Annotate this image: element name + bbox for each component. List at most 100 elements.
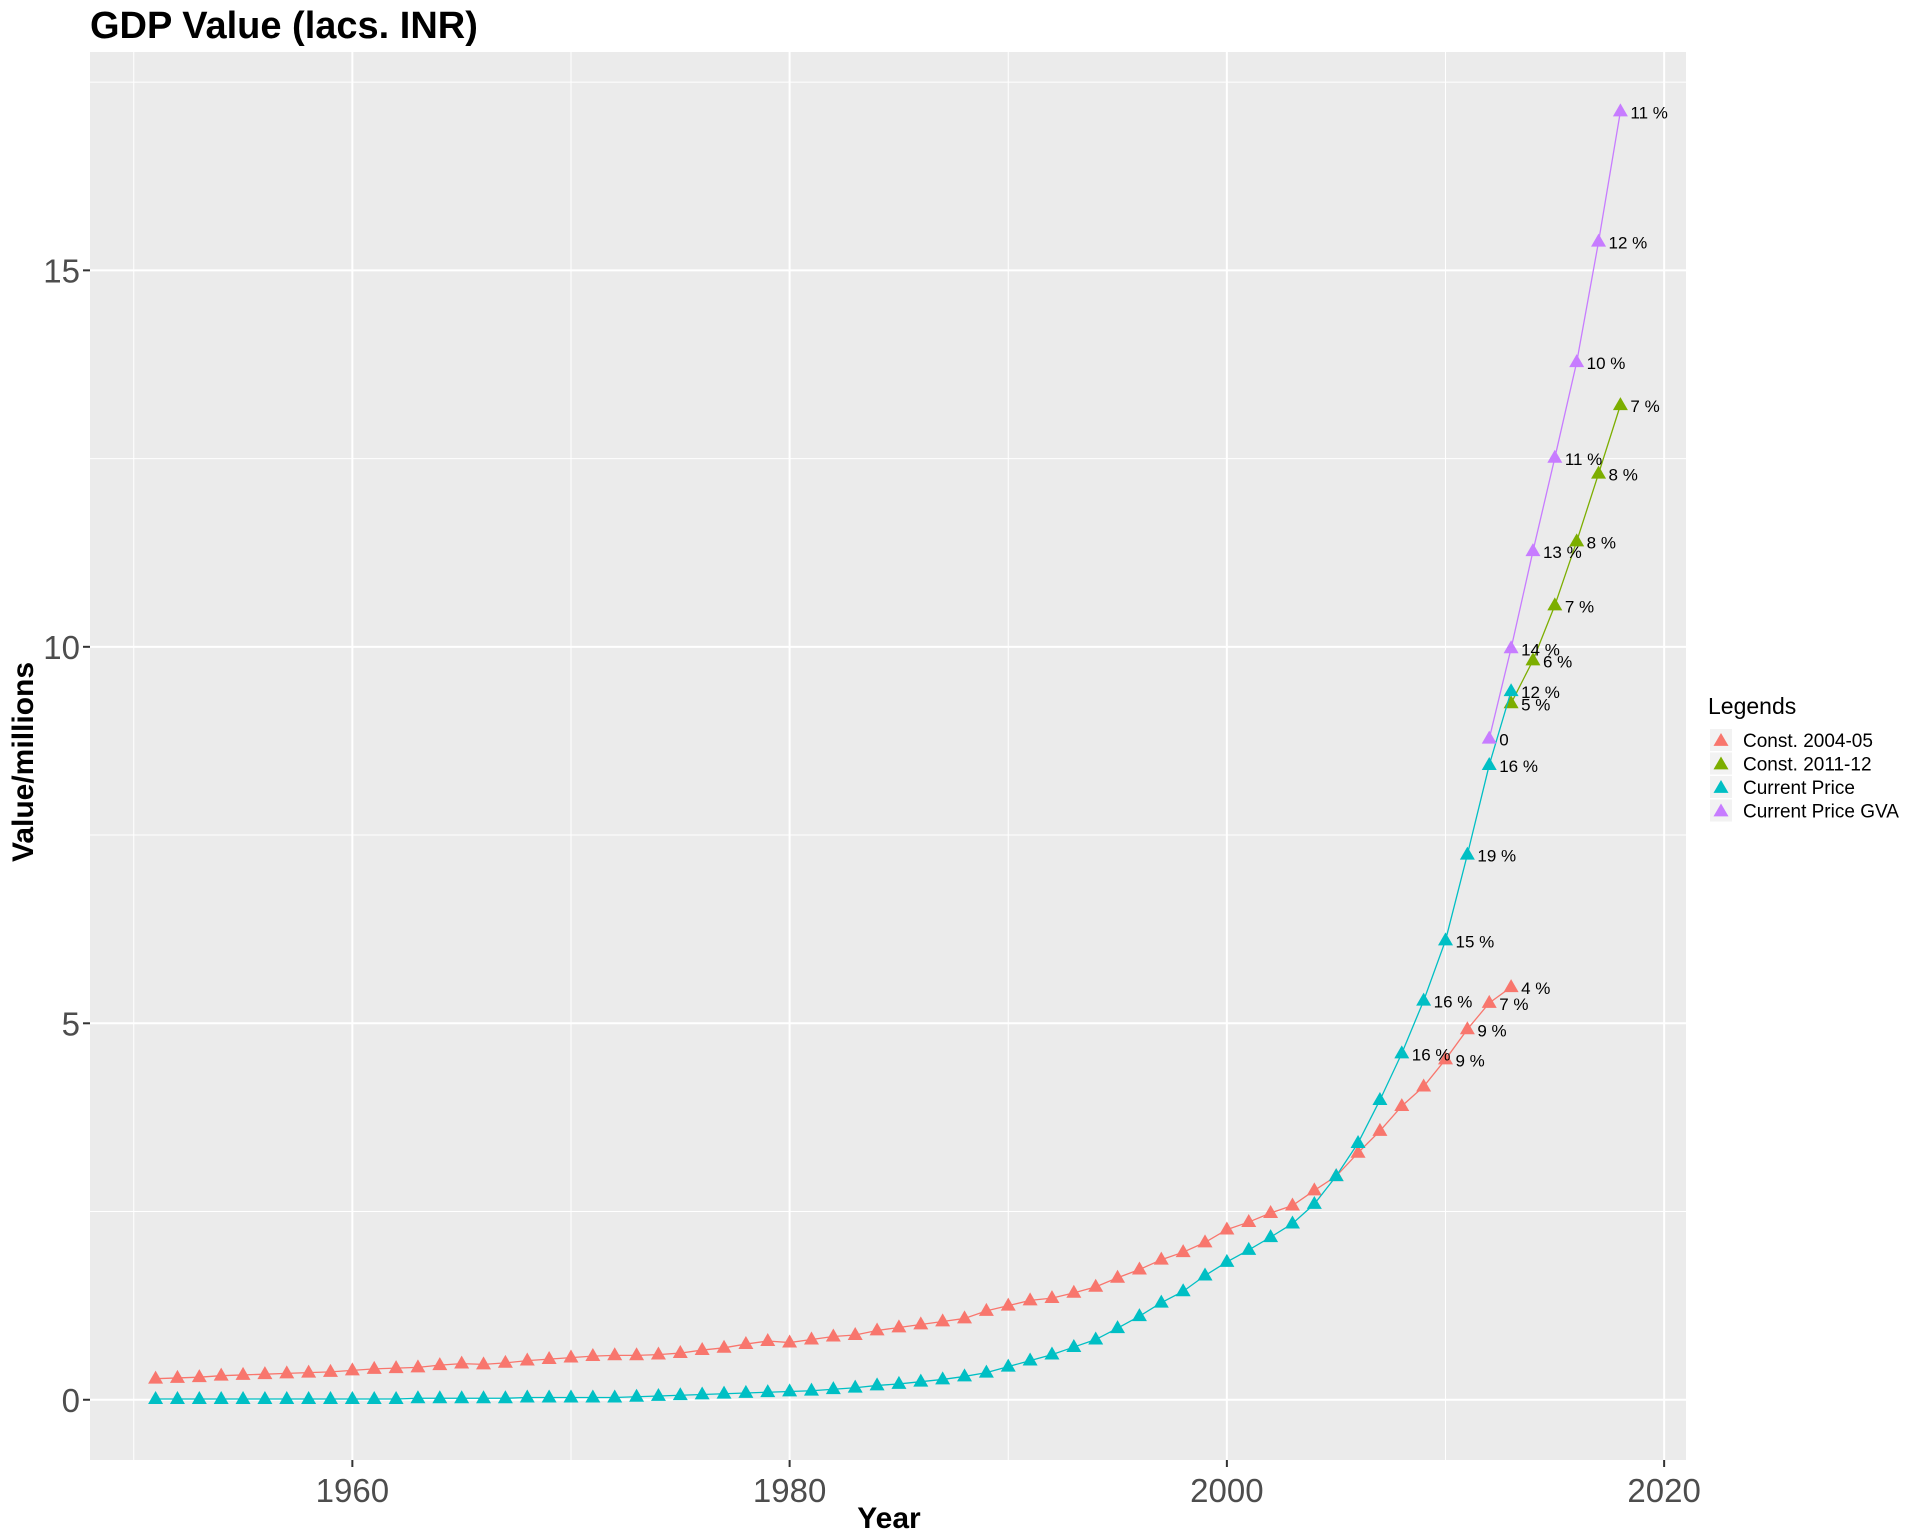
data-point-const-2004-05 bbox=[585, 1348, 601, 1362]
data-point-const-2004-05 bbox=[1131, 1261, 1147, 1275]
data-point-current-price bbox=[629, 1388, 645, 1402]
data-point-current-price-gva bbox=[1503, 640, 1519, 654]
data-point-const-2004-05 bbox=[1372, 1122, 1388, 1136]
data-point-const-2004-05 bbox=[497, 1354, 513, 1368]
data-label-const-2011-12: 7 % bbox=[1565, 597, 1594, 616]
data-point-current-price bbox=[235, 1390, 251, 1404]
y-tick-label: 15 bbox=[43, 252, 80, 289]
data-point-current-price bbox=[563, 1389, 579, 1403]
data-point-current-price bbox=[148, 1390, 164, 1404]
legend-label-const-2011-12: Const. 2011-12 bbox=[1743, 755, 1872, 776]
data-point-const-2004-05 bbox=[301, 1364, 317, 1378]
data-point-const-2004-05 bbox=[760, 1332, 776, 1346]
data-point-current-price bbox=[1197, 1267, 1213, 1281]
data-point-const-2004-05 bbox=[891, 1319, 907, 1333]
data-point-const-2004-05 bbox=[235, 1366, 251, 1380]
data-point-current-price bbox=[1459, 846, 1475, 860]
legend-title: Legends bbox=[1708, 693, 1796, 719]
x-axis-title: Year bbox=[857, 1502, 921, 1535]
data-point-const-2004-05 bbox=[672, 1345, 688, 1359]
data-point-const-2004-05 bbox=[1197, 1234, 1213, 1248]
y-tick-label: 10 bbox=[43, 629, 80, 666]
data-point-const-2004-05 bbox=[344, 1362, 360, 1376]
data-label-const-2011-12: 8 % bbox=[1587, 533, 1616, 552]
data-point-current-price bbox=[1175, 1283, 1191, 1297]
legend-key-current-price-gva bbox=[1713, 803, 1729, 817]
data-label-const-2011-12: 7 % bbox=[1630, 397, 1659, 416]
y-tick-label: 5 bbox=[62, 1005, 80, 1042]
data-point-current-price bbox=[672, 1387, 688, 1401]
y-axis-title: Value/millions bbox=[7, 662, 40, 862]
data-label-const-2004-05: 9 % bbox=[1456, 1051, 1485, 1070]
data-point-const-2004-05 bbox=[454, 1355, 470, 1369]
legend-label-const-2004-05: Const. 2004-05 bbox=[1743, 731, 1873, 752]
data-point-current-price-gva bbox=[1525, 543, 1541, 557]
data-point-current-price bbox=[585, 1389, 601, 1403]
data-point-current-price bbox=[454, 1390, 470, 1404]
data-point-const-2004-05 bbox=[388, 1360, 404, 1374]
data-point-current-price bbox=[476, 1390, 492, 1404]
data-point-current-price bbox=[366, 1390, 382, 1404]
data-label-const-2011-12: 6 % bbox=[1543, 652, 1572, 671]
data-point-current-price bbox=[497, 1390, 513, 1404]
data-point-current-price bbox=[847, 1379, 863, 1393]
data-point-const-2004-05 bbox=[716, 1339, 732, 1353]
data-point-current-price-gva bbox=[1569, 354, 1585, 368]
data-labels-layer: 9 %9 %7 %4 %5 %6 %7 %8 %8 %7 %16 %16 %15… bbox=[1412, 103, 1668, 1070]
data-label-current-price: 19 % bbox=[1477, 847, 1516, 866]
x-tick-label: 1960 bbox=[316, 1472, 389, 1509]
data-point-const-2004-05 bbox=[1481, 994, 1497, 1008]
data-point-current-price bbox=[978, 1364, 994, 1378]
data-point-const-2004-05 bbox=[913, 1316, 929, 1330]
data-point-const-2004-05 bbox=[1000, 1297, 1016, 1311]
axis-ticks: 1960 1980 2000 2020 0 5 10 15 bbox=[43, 252, 1701, 1509]
data-point-current-price bbox=[716, 1385, 732, 1399]
data-point-current-price bbox=[891, 1375, 907, 1389]
data-point-current-price bbox=[1503, 683, 1519, 697]
data-point-current-price bbox=[388, 1390, 404, 1404]
data-point-current-price bbox=[1219, 1253, 1235, 1267]
data-point-current-price-gva bbox=[1612, 103, 1628, 117]
data-point-current-price bbox=[519, 1389, 535, 1403]
data-point-current-price bbox=[213, 1390, 229, 1404]
data-point-const-2004-05 bbox=[410, 1359, 426, 1373]
data-label-const-2011-12: 8 % bbox=[1609, 466, 1638, 485]
data-point-const-2004-05 bbox=[1241, 1214, 1257, 1228]
data-point-const-2004-05 bbox=[257, 1366, 273, 1380]
data-point-const-2004-05 bbox=[1438, 1051, 1454, 1065]
data-point-const-2004-05 bbox=[279, 1365, 295, 1379]
data-point-current-price bbox=[191, 1390, 207, 1404]
data-point-const-2004-05 bbox=[1219, 1221, 1235, 1235]
data-point-current-price bbox=[1438, 932, 1454, 946]
data-point-current-price bbox=[1284, 1215, 1300, 1229]
data-label-current-price: 15 % bbox=[1456, 932, 1495, 951]
data-point-current-price bbox=[1044, 1346, 1060, 1360]
data-point-const-2011-12 bbox=[1525, 652, 1541, 666]
data-point-const-2004-05 bbox=[148, 1370, 164, 1384]
data-point-const-2004-05 bbox=[1088, 1278, 1104, 1292]
data-point-current-price bbox=[1022, 1352, 1038, 1366]
legend-key-current-price bbox=[1713, 779, 1729, 793]
legend-key-const-2004-05 bbox=[1713, 732, 1729, 746]
data-point-const-2004-05 bbox=[1394, 1098, 1410, 1112]
data-point-current-price bbox=[1131, 1308, 1147, 1322]
data-point-current-price bbox=[169, 1390, 185, 1404]
data-point-const-2004-05 bbox=[476, 1356, 492, 1370]
data-point-const-2004-05 bbox=[541, 1351, 557, 1365]
data-label-current-price-gva: 11 % bbox=[1565, 450, 1603, 469]
data-point-const-2004-05 bbox=[694, 1342, 710, 1356]
series-current-price-gva bbox=[1481, 103, 1628, 744]
data-point-const-2004-05 bbox=[519, 1352, 535, 1366]
data-point-const-2011-12 bbox=[1569, 533, 1585, 547]
legend-key-const-2011-12 bbox=[1713, 756, 1729, 770]
data-label-current-price-gva: 12 % bbox=[1609, 234, 1648, 253]
data-point-const-2004-05 bbox=[825, 1328, 841, 1342]
data-point-current-price bbox=[322, 1390, 338, 1404]
data-point-current-price bbox=[1110, 1320, 1126, 1334]
series-line-const-2011-12 bbox=[1510, 404, 1622, 704]
data-label-current-price-gva: 11 % bbox=[1630, 103, 1668, 122]
x-tick-label: 1980 bbox=[753, 1472, 826, 1509]
data-label-current-price: 16 % bbox=[1434, 993, 1473, 1012]
data-point-const-2004-05 bbox=[366, 1360, 382, 1374]
